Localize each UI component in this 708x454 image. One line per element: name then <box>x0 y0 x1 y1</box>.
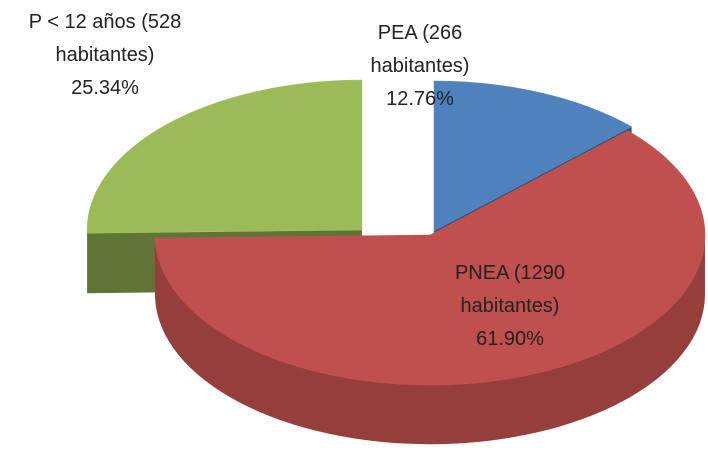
slice-label: PEA (266 habitantes) <box>370 22 470 77</box>
slice-label: PNEA (1290 habitantes) <box>454 262 566 317</box>
slice-value-label: 25.34% <box>71 77 139 99</box>
slice <box>86 79 363 234</box>
slice-value-label: 61.90% <box>476 328 544 350</box>
slice-value-label: 12.76% <box>386 88 454 110</box>
slice <box>154 130 706 386</box>
slice-label: P < 12 años (528 habitantes) <box>28 11 182 66</box>
slice <box>433 80 633 232</box>
slice-wall <box>155 235 706 445</box>
